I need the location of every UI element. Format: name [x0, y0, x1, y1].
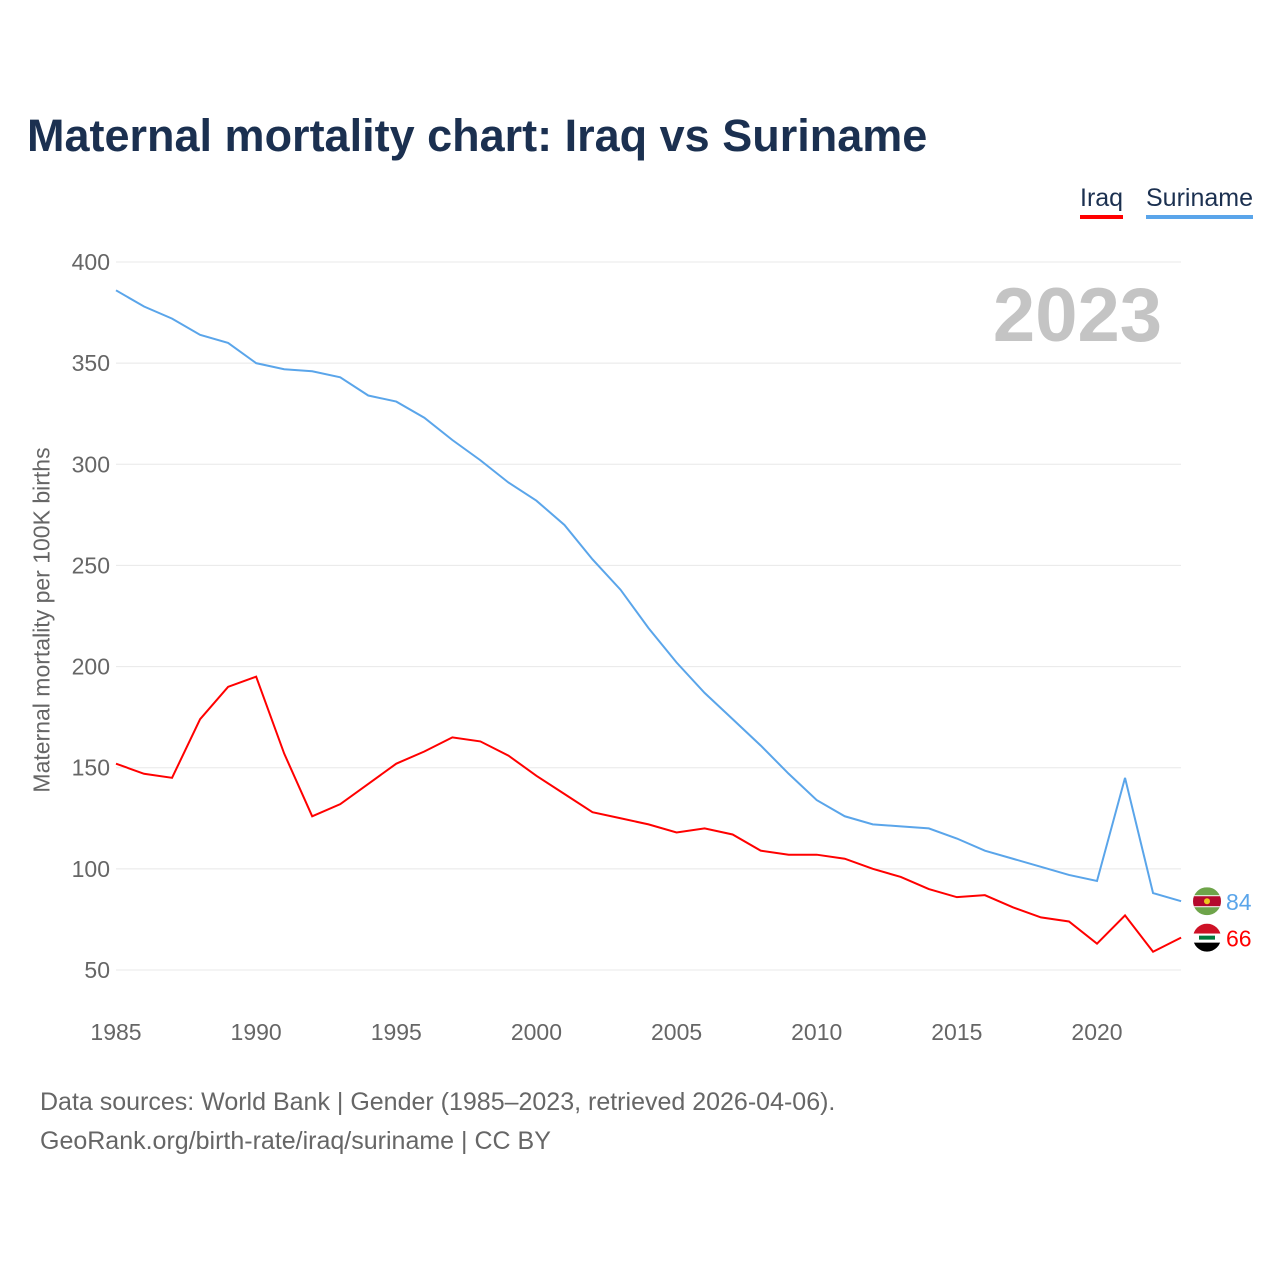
y-tick-label: 50	[84, 957, 110, 983]
suriname-flag-icon	[1193, 887, 1221, 916]
source-url[interactable]: GeoRank.org/birth-rate/iraq/suriname | C…	[40, 1127, 551, 1155]
series-line-iraq	[115, 675, 1182, 954]
y-tick-label: 150	[72, 755, 110, 781]
y-tick-label: 100	[72, 856, 110, 882]
y-tick-label: 200	[72, 654, 110, 680]
source-line: Data sources: World Bank | Gender (1985–…	[40, 1088, 836, 1116]
x-tick-label: 2000	[511, 1019, 562, 1045]
year-label: 2023	[992, 273, 1162, 358]
iraq-flag-icon	[1193, 923, 1221, 952]
end-value-suriname: 84	[1226, 889, 1252, 915]
x-tick-label: 2020	[1071, 1019, 1122, 1045]
x-tick-label: 1995	[371, 1019, 422, 1045]
y-tick-label: 400	[72, 249, 110, 275]
legend-iraq[interactable]: Iraq	[1080, 184, 1124, 219]
x-tick-label: 1985	[90, 1019, 141, 1045]
end-value-iraq: 66	[1226, 926, 1252, 952]
series-line-suriname	[115, 289, 1182, 903]
y-tick-label: 250	[72, 552, 110, 578]
legend-suriname[interactable]: Suriname	[1146, 184, 1253, 219]
y-tick-label: 350	[72, 350, 110, 376]
y-tick-label: 300	[72, 451, 110, 477]
x-tick-label: 2015	[931, 1019, 982, 1045]
chart-title: Maternal mortality chart: Iraq vs Surina…	[27, 110, 928, 161]
x-tick-label: 2005	[651, 1019, 702, 1045]
x-tick-label: 2010	[791, 1019, 842, 1045]
x-tick-label: 1990	[231, 1019, 282, 1045]
